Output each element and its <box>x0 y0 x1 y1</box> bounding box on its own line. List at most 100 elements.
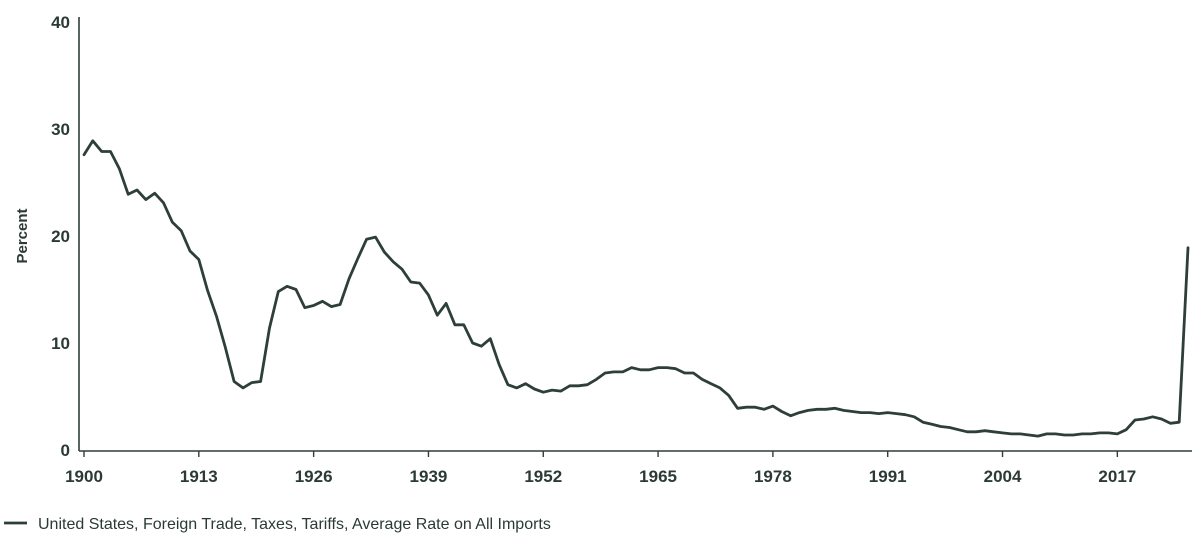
data-point <box>198 258 200 260</box>
y-tick-labels: 0 10 20 30 40 <box>51 13 70 460</box>
data-point <box>83 154 85 156</box>
data-point <box>719 387 721 389</box>
data-point <box>418 282 420 284</box>
data-point <box>436 314 438 316</box>
data-point <box>878 412 880 414</box>
data-point <box>622 371 624 373</box>
data-point <box>860 411 862 413</box>
data-point <box>1160 418 1162 420</box>
data-point <box>242 387 244 389</box>
data-point <box>931 423 933 425</box>
legend: United States, Foreign Trade, Taxes, Tar… <box>4 516 551 533</box>
data-point <box>1054 433 1056 435</box>
data-point <box>586 384 588 386</box>
data-point <box>1081 433 1083 435</box>
data-point <box>321 300 323 302</box>
data-point <box>904 414 906 416</box>
data-point <box>957 429 959 431</box>
data-point <box>728 394 730 396</box>
data-point <box>516 387 518 389</box>
y-tick-label: 0 <box>61 441 70 460</box>
data-point <box>374 236 376 238</box>
x-tick-label: 2017 <box>1098 467 1136 486</box>
data-point <box>569 385 571 387</box>
x-tick-label: 1913 <box>180 467 218 486</box>
data-point <box>471 342 473 344</box>
data-point <box>109 150 111 152</box>
x-tick-label: 1952 <box>524 467 562 486</box>
data-point <box>1046 433 1048 435</box>
series-points <box>83 140 1189 438</box>
data-point <box>666 366 668 368</box>
x-tick-label: 1939 <box>410 467 448 486</box>
data-point <box>975 431 977 433</box>
data-point <box>1010 433 1012 435</box>
data-point <box>463 324 465 326</box>
data-point <box>630 366 632 368</box>
data-point <box>171 221 173 223</box>
data-point <box>798 411 800 413</box>
y-tick-label: 10 <box>51 334 70 353</box>
data-point <box>613 371 615 373</box>
data-point <box>692 372 694 374</box>
data-point <box>189 250 191 252</box>
data-point <box>542 391 544 393</box>
data-point <box>683 372 685 374</box>
data-point <box>639 369 641 371</box>
data-point <box>1143 418 1145 420</box>
data-point <box>480 345 482 347</box>
data-point <box>312 304 314 306</box>
data-point <box>259 380 261 382</box>
data-point <box>1125 429 1127 431</box>
data-point <box>445 302 447 304</box>
data-point <box>657 366 659 368</box>
data-point <box>984 430 986 432</box>
data-point <box>1134 419 1136 421</box>
data-point <box>101 150 103 152</box>
data-point <box>145 198 147 200</box>
data-point <box>948 426 950 428</box>
data-point <box>993 431 995 433</box>
data-point <box>383 251 385 253</box>
data-point <box>1099 432 1101 434</box>
data-point <box>675 368 677 370</box>
data-point <box>507 384 509 386</box>
data-point <box>533 388 535 390</box>
data-point <box>357 257 359 259</box>
x-tick-label: 1991 <box>869 467 907 486</box>
data-point <box>851 410 853 412</box>
y-tick-label: 30 <box>51 120 70 139</box>
data-point <box>1152 416 1154 418</box>
data-point <box>92 140 94 142</box>
data-point <box>1178 421 1180 423</box>
y-tick-label: 20 <box>51 227 70 246</box>
data-point <box>1019 433 1021 435</box>
data-point <box>154 192 156 194</box>
data-point <box>745 406 747 408</box>
data-point <box>224 346 226 348</box>
data-point <box>498 363 500 365</box>
data-point <box>1116 433 1118 435</box>
data-point <box>842 409 844 411</box>
data-point <box>524 383 526 385</box>
x-tick-labels: 1900 1913 1926 1939 1952 1965 1978 1991 2004 2017 <box>65 451 1136 486</box>
data-point <box>1037 435 1039 437</box>
legend-label: United States, Foreign Trade, Taxes, Tar… <box>38 516 551 533</box>
data-point <box>763 408 765 410</box>
data-point <box>304 307 306 309</box>
data-point <box>701 378 703 380</box>
data-point <box>887 411 889 413</box>
data-point <box>1090 433 1092 435</box>
data-point <box>807 409 809 411</box>
data-point <box>180 230 182 232</box>
data-point <box>710 383 712 385</box>
series-line <box>82 139 1190 438</box>
data-point <box>940 425 942 427</box>
data-point <box>136 189 138 191</box>
y-tick-label: 40 <box>51 13 70 32</box>
data-point <box>454 324 456 326</box>
data-point <box>268 327 270 329</box>
x-tick-label: 1978 <box>754 467 792 486</box>
axes <box>78 17 1192 452</box>
